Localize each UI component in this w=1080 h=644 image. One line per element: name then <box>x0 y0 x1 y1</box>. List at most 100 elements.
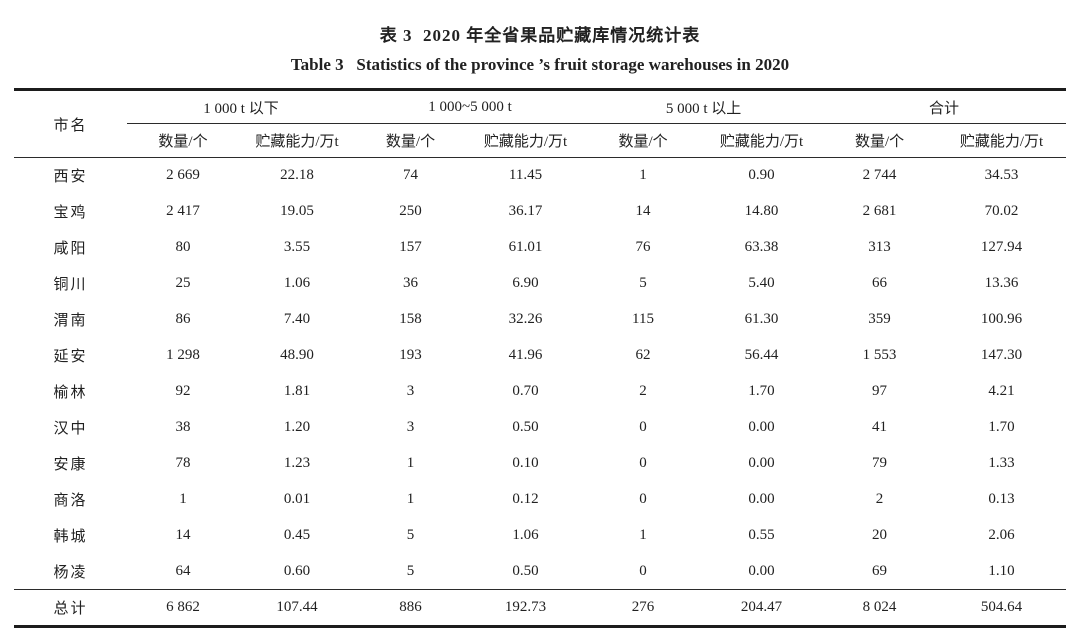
group-header-over-5000t: 5 000 t 以上 <box>585 89 823 124</box>
value-cell: 158 <box>399 311 422 327</box>
corner-header-city: 市名 <box>14 89 127 158</box>
value-cell: 66 <box>872 275 888 291</box>
group-header-row: 市名 1 000 t 以下 1 000~5 000 t 5 000 t 以上 合… <box>14 89 1067 158</box>
value-cell: 276 <box>585 589 702 627</box>
value-cell: 1.81 <box>283 383 311 399</box>
value-cell: 79 <box>872 455 888 471</box>
table-row: 杨凌 64 0.60 5 0.50 0 0.00 69 1.10 <box>14 554 1066 590</box>
value-cell: 36.17 <box>508 203 543 219</box>
value-cell: 11.45 <box>508 167 543 184</box>
subheader-capacity-4: 贮藏能力/万t <box>937 123 1067 158</box>
city-cell: 总计 <box>14 589 127 627</box>
value-cell: 6.90 <box>512 275 539 291</box>
city-cell: 西安 <box>53 169 88 186</box>
value-cell: 14.80 <box>744 203 779 219</box>
value-cell: 25 <box>175 275 191 291</box>
value-cell: 0.50 <box>512 562 539 579</box>
table-row: 咸阳 80 3.55 157 61.01 76 63.38 313 127.94 <box>14 230 1066 266</box>
value-cell: 14 <box>175 527 191 543</box>
table-row: 西安 2 669 22.18 74 11.45 1 0.90 2 744 34.53 <box>14 158 1066 194</box>
value-cell: 22.18 <box>280 167 314 184</box>
value-cell: 192.73 <box>466 589 586 627</box>
value-cell: 5 <box>406 562 415 579</box>
value-cell: 250 <box>399 203 422 219</box>
value-cell: 41 <box>872 419 888 435</box>
value-cell: 3.55 <box>283 239 311 255</box>
table-row: 宝鸡 2 417 19.05 250 36.17 14 14.80 2 681 70.02 <box>14 194 1066 230</box>
value-cell: 100.96 <box>980 311 1023 327</box>
city-cell: 宝鸡 <box>53 205 88 221</box>
value-cell: 64 <box>175 562 191 579</box>
value-cell: 147.30 <box>980 347 1023 363</box>
value-cell: 0.90 <box>748 167 775 184</box>
value-cell: 78 <box>175 455 191 471</box>
value-cell: 1.10 <box>988 562 1015 579</box>
value-cell: 2 744 <box>862 167 897 184</box>
city-cell: 杨凌 <box>53 564 88 581</box>
value-cell: 359 <box>868 311 891 327</box>
value-cell: 0.00 <box>748 419 775 435</box>
value-cell: 1 <box>406 455 415 471</box>
value-cell: 0 <box>639 491 647 507</box>
table-row: 榆林 92 1.81 3 0.70 2 1.70 97 4.21 <box>14 374 1066 410</box>
value-cell: 1 553 <box>862 347 897 363</box>
value-cell: 61.30 <box>744 311 779 327</box>
value-cell: 313 <box>868 239 891 255</box>
value-cell: 1.06 <box>283 275 311 291</box>
value-cell: 62 <box>635 347 651 363</box>
value-cell: 2 <box>875 491 884 507</box>
value-cell: 2 417 <box>166 203 200 219</box>
subheader-capacity-1: 贮藏能力/万t <box>239 123 356 158</box>
table-row: 韩城 14 0.45 5 1.06 1 0.55 20 2.06 <box>14 518 1066 554</box>
value-cell: 1 <box>639 527 647 543</box>
value-cell: 0 <box>639 419 647 435</box>
value-cell: 504.64 <box>937 589 1067 627</box>
value-cell: 2 669 <box>166 167 200 184</box>
value-cell: 2 <box>639 383 647 399</box>
value-cell: 0.55 <box>748 527 775 543</box>
value-cell: 0.13 <box>988 491 1015 507</box>
subheader-capacity-3: 贮藏能力/万t <box>701 123 823 158</box>
sub-header-row: 数量/个 贮藏能力/万t 数量/个 贮藏能力/万t 数量/个 贮藏能力/万t 数… <box>14 123 1067 158</box>
value-cell: 7.40 <box>283 311 311 327</box>
value-cell: 19.05 <box>280 203 314 219</box>
value-cell: 0.70 <box>512 383 539 399</box>
table-caption-zh: 表 3 2020 年全省果品贮藏库情况统计表 <box>379 26 701 45</box>
value-cell: 36 <box>403 275 419 291</box>
group-header-under-1000t: 1 000 t 以下 <box>127 89 356 124</box>
value-cell: 107.44 <box>239 589 356 627</box>
value-cell: 1 <box>639 167 647 184</box>
table-row: 渭南 86 7.40 158 32.26 115 61.30 359 100.96 <box>14 302 1066 338</box>
value-cell: 86 <box>175 311 191 327</box>
value-cell: 63.38 <box>744 239 779 255</box>
value-cell: 0.00 <box>748 455 775 471</box>
value-cell: 69 <box>872 562 888 579</box>
value-cell: 2 681 <box>862 203 897 219</box>
value-cell: 0.45 <box>283 527 311 543</box>
table-row: 铜川 25 1.06 36 6.90 5 5.40 66 13.36 <box>14 266 1066 302</box>
value-cell: 1.06 <box>512 527 539 543</box>
value-cell: 193 <box>399 347 422 363</box>
value-cell: 3 <box>406 383 415 399</box>
group-header-total: 合计 <box>822 89 1067 124</box>
city-cell: 渭南 <box>53 313 88 329</box>
value-cell: 2.06 <box>988 527 1015 543</box>
table-header: 市名 1 000 t 以下 1 000~5 000 t 5 000 t 以上 合… <box>14 89 1067 158</box>
total-row: 总计 6 862 107.44 886 192.73 276 204.47 8 024 504.… <box>14 589 1067 627</box>
city-cell: 韩城 <box>53 529 88 545</box>
value-cell: 1.70 <box>748 383 775 399</box>
subheader-quantity-4: 数量/个 <box>822 123 938 158</box>
value-cell: 0 <box>639 455 647 471</box>
value-cell: 6 862 <box>127 589 239 627</box>
city-cell: 汉中 <box>53 421 88 437</box>
value-cell: 5.40 <box>748 275 775 291</box>
city-cell: 安康 <box>53 457 88 473</box>
value-cell: 0.60 <box>283 562 311 579</box>
value-cell: 61.01 <box>508 239 543 255</box>
value-cell: 886 <box>355 589 467 627</box>
value-cell: 97 <box>872 383 888 399</box>
value-cell: 14 <box>635 203 651 219</box>
table-row: 汉中 38 1.20 3 0.50 0 0.00 41 1.70 <box>14 410 1066 446</box>
value-cell: 1.70 <box>988 419 1015 435</box>
value-cell: 1.20 <box>283 419 311 435</box>
